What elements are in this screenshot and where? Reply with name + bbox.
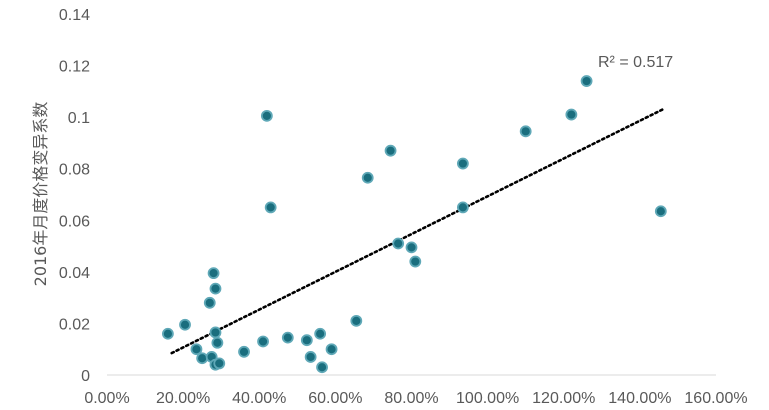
data-point (392, 237, 405, 250)
data-point (238, 345, 250, 358)
data-point (304, 351, 317, 363)
trendline (170, 108, 665, 355)
x-tick-label: 20.00% (156, 390, 210, 407)
data-points (161, 75, 667, 374)
y-tick-label: 0.14 (59, 7, 90, 24)
x-tick-label: 80.00% (384, 390, 438, 407)
data-point (316, 361, 328, 374)
y-axis-label: 2016年月度价格变异系数 (31, 102, 50, 287)
data-point (565, 108, 578, 121)
data-point (519, 125, 532, 138)
data-point (281, 331, 294, 344)
data-point (161, 327, 174, 340)
data-point (314, 327, 327, 340)
data-point (300, 334, 313, 347)
r-squared-annotation: R² = 0.517 (598, 54, 673, 71)
data-point (361, 171, 374, 184)
x-tick-label: 140.00% (608, 390, 671, 407)
data-point (209, 326, 222, 339)
data-point (264, 201, 277, 214)
data-point (209, 282, 222, 295)
x-tick-label: 160.00% (684, 390, 747, 407)
y-tick-label: 0 (81, 368, 90, 385)
x-tick-label: 120.00% (532, 390, 595, 407)
data-point (179, 318, 191, 331)
data-point (325, 343, 338, 356)
data-point (257, 335, 269, 348)
x-tick-label: 60.00% (308, 390, 362, 407)
y-tick-label: 0.1 (68, 110, 90, 127)
data-point (260, 109, 273, 122)
x-tick-label: 100.00% (456, 390, 519, 407)
data-point (654, 205, 667, 218)
data-point (456, 201, 469, 214)
y-tick-label: 0.04 (59, 265, 90, 282)
data-point (405, 241, 418, 254)
data-point (203, 296, 216, 309)
data-point (213, 357, 226, 370)
data-point (350, 314, 363, 327)
data-point (196, 352, 209, 365)
y-axis-ticks: 0 0.02 0.04 0.06 0.08 0.1 0.12 0.14 (59, 7, 90, 385)
data-point (580, 75, 593, 87)
y-tick-label: 0.12 (59, 59, 90, 76)
data-point (456, 157, 469, 170)
data-point (190, 343, 203, 356)
y-tick-label: 0.08 (59, 162, 90, 179)
x-tick-label: 0.00% (84, 390, 129, 407)
x-tick-label: 40.00% (232, 390, 286, 407)
data-point (409, 255, 422, 268)
data-point (384, 144, 397, 157)
y-tick-label: 0.06 (59, 213, 90, 230)
data-point (211, 336, 224, 349)
x-axis-ticks: 0.00% 20.00% 40.00% 60.00% 80.00% 100.00% 120.… (84, 390, 747, 407)
y-tick-label: 0.02 (59, 316, 90, 333)
data-point (207, 267, 220, 280)
